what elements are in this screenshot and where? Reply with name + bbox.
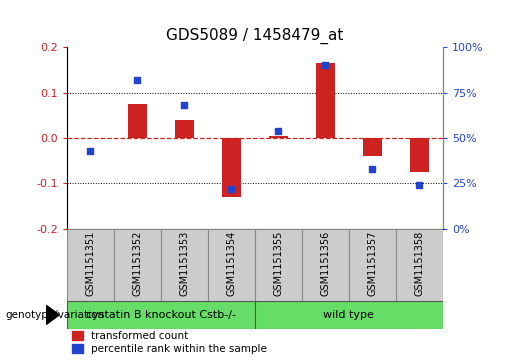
Point [368,166,376,172]
Bar [410,138,429,172]
Point [87,148,95,154]
Bar [255,229,302,301]
Point [415,182,423,188]
Bar [128,104,147,138]
Point [133,77,142,83]
Bar [269,136,288,138]
Text: GSM1151356: GSM1151356 [320,231,331,296]
Text: GSM1151353: GSM1151353 [179,231,190,296]
Point [274,128,283,134]
Point [180,102,188,108]
Text: GSM1151358: GSM1151358 [415,231,424,296]
Text: GSM1151351: GSM1151351 [85,231,95,296]
Bar [255,301,443,329]
Title: GDS5089 / 1458479_at: GDS5089 / 1458479_at [166,28,344,44]
Point [227,186,235,192]
Point [321,62,330,68]
Bar [67,301,255,329]
Bar [316,63,335,138]
Bar [302,229,349,301]
Text: wild type: wild type [323,310,374,320]
Text: genotype/variation: genotype/variation [5,310,104,320]
Bar [175,120,194,138]
Bar [208,229,255,301]
Bar [161,229,208,301]
Bar [114,229,161,301]
Bar [349,229,396,301]
Polygon shape [46,305,59,325]
Bar [363,138,382,156]
Text: GSM1151352: GSM1151352 [132,231,143,296]
Bar [67,229,114,301]
Text: GSM1151355: GSM1151355 [273,231,283,296]
Text: GSM1151354: GSM1151354 [227,231,236,296]
Text: GSM1151357: GSM1151357 [367,231,377,296]
Legend: transformed count, percentile rank within the sample: transformed count, percentile rank withi… [72,331,267,354]
Text: cystatin B knockout Cstb-/-: cystatin B knockout Cstb-/- [86,310,236,320]
Bar [222,138,241,197]
Bar [396,229,443,301]
